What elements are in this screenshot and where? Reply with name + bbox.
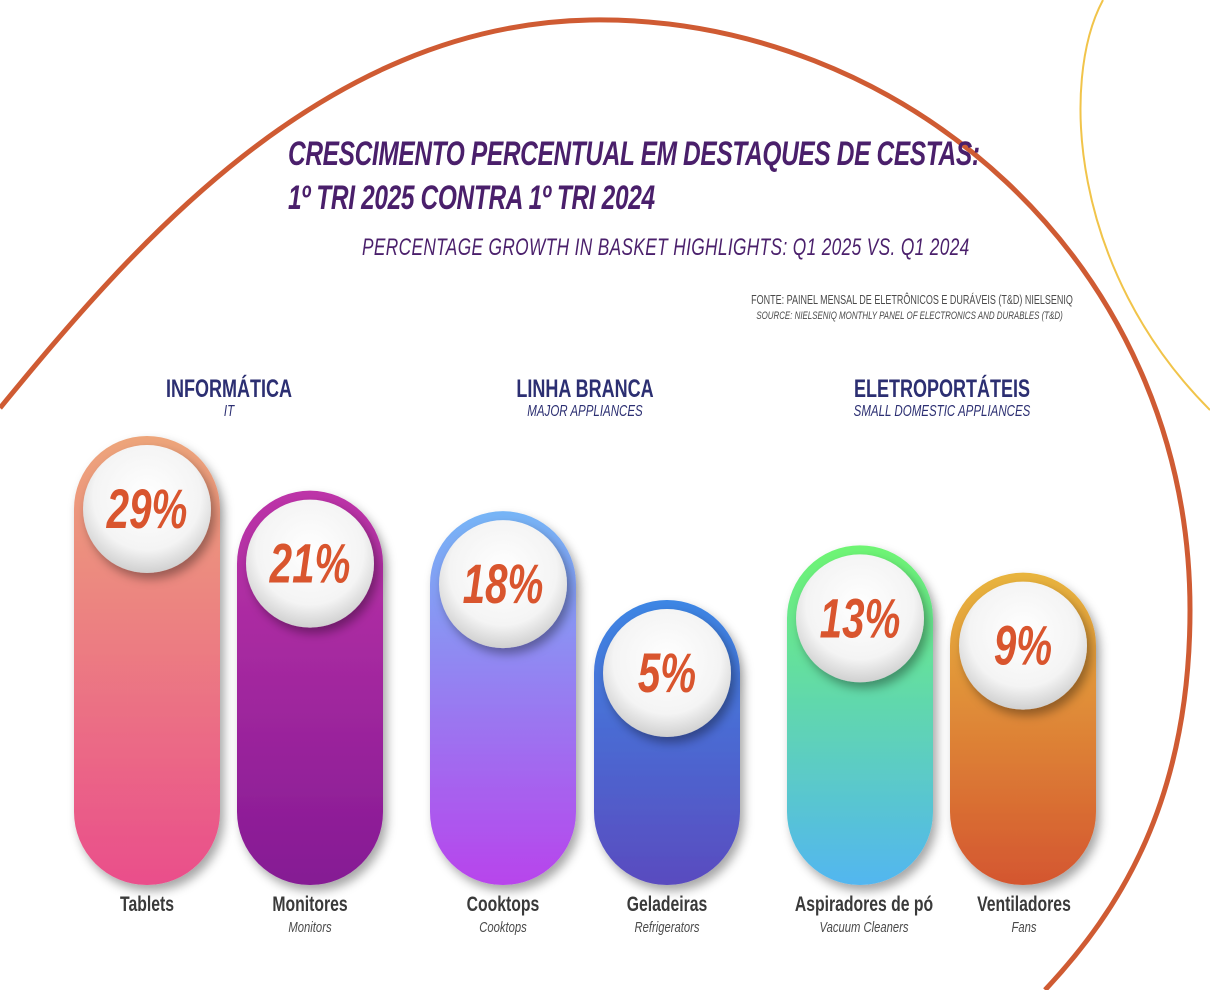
group-heading-small-appliances: ELETROPORTÁTEIS SMALL DOMESTIC APPLIANCE… [792,374,1092,420]
category-label-monitores: Monitores Monitors [200,892,420,938]
value-label: 5% [638,643,696,705]
group-heading-pt: ELETROPORTÁTEIS [853,375,1031,403]
category-label-en: Cooktops [479,919,527,936]
category-label-en: Refrigerators [634,919,700,936]
value-bubble [603,609,731,737]
value-label: 9% [994,615,1052,677]
group-heading-en: IT [223,403,235,420]
group-heading-pt: INFORMÁTICA [166,375,292,403]
category-label-pt: Geladeiras [626,893,708,916]
source-en: SOURCE: NIELSENIQ MONTHLY PANEL OF ELECT… [756,310,1063,322]
value-bubble [796,554,924,683]
category-label-en: Fans [1011,919,1037,936]
yellow-arc [1079,0,1210,411]
title-line-2: 1º TRI 2025 CONTRA 1º TRI 2024 [288,179,655,217]
source-note: FONTE: PAINEL MENSAL DE ELETRÔNICOS E DU… [751,292,1073,324]
source-pt: FONTE: PAINEL MENSAL DE ELETRÔNICOS E DU… [751,293,1073,307]
group-heading-it: INFORMÁTICA IT [79,374,379,420]
category-label-pt: Cooktops [466,893,540,916]
category-label-aspiradores: Aspiradores de pó Vacuum Cleaners [754,892,974,938]
value-bubble [959,581,1087,710]
group-heading-en: SMALL DOMESTIC APPLIANCES [853,403,1031,420]
category-label-en: Monitors [288,919,332,936]
value-label: 21% [269,533,351,595]
category-label-pt: Tablets [120,893,174,916]
value-bubble [246,499,374,628]
value-label: 13% [820,588,901,650]
value-label: 18% [463,554,544,616]
value-bubble [83,445,211,573]
category-label-pt: Aspiradores de pó [794,893,934,916]
value-label: 29% [106,479,188,541]
category-label-geladeiras: Geladeiras Refrigerators [557,892,777,938]
category-label-tablets: Tablets [37,892,257,918]
category-label-pt: Ventiladores [977,893,1071,916]
category-label-ventiladores: Ventiladores Fans [914,892,1134,938]
value-bubble [439,520,567,649]
category-label-en: Vacuum Cleaners [819,919,909,936]
orange-arc [0,17,1193,990]
category-label-cooktops: Cooktops Cooktops [393,892,613,938]
group-heading-en: MAJOR APPLIANCES [527,403,643,420]
group-heading-pt: LINHA BRANCA [516,375,654,403]
chart-subtitle: PERCENTAGE GROWTH IN BASKET HIGHLIGHTS: … [362,234,970,261]
category-label-pt: Monitores [272,893,348,916]
group-heading-major-appliances: LINHA BRANCA MAJOR APPLIANCES [435,374,735,420]
